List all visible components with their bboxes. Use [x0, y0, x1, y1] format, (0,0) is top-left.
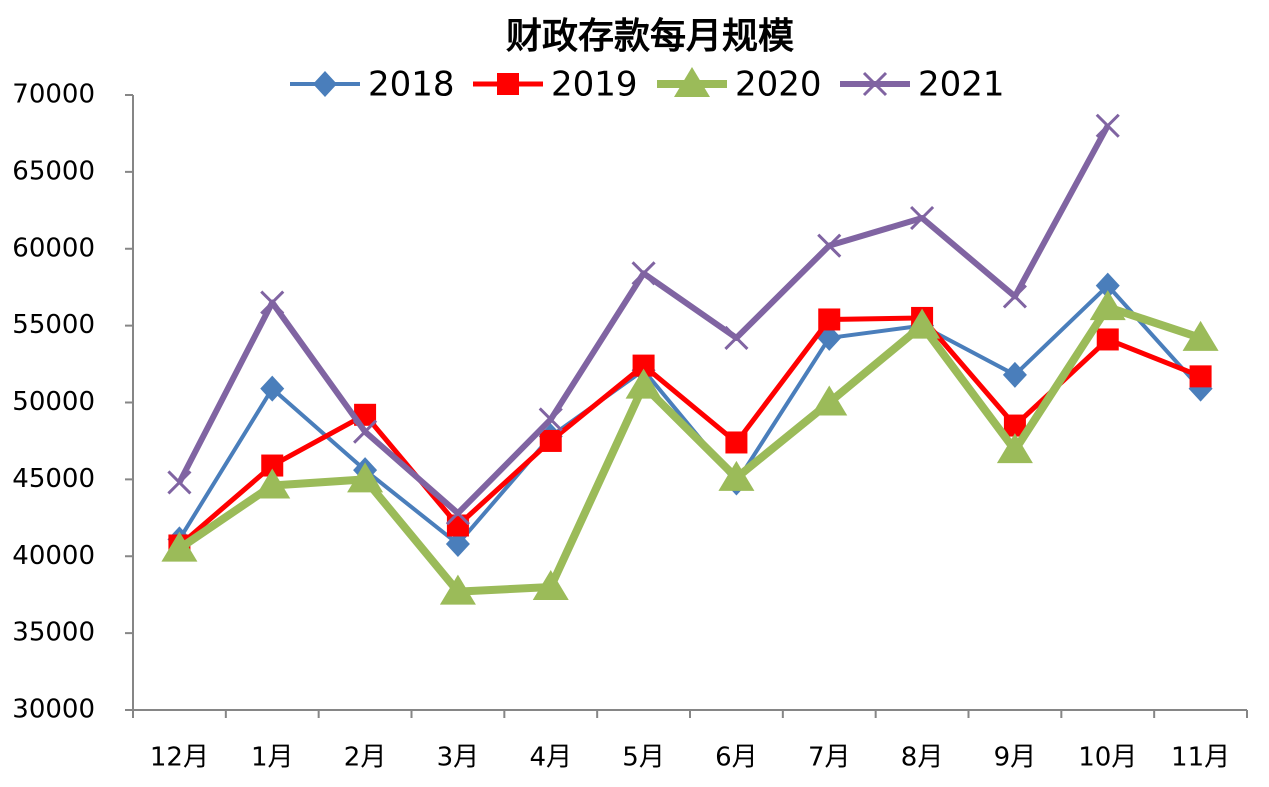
- x-tick-label: 10月: [1078, 743, 1137, 773]
- data-point: [1095, 272, 1120, 299]
- data-point: [347, 462, 384, 493]
- data-point: [910, 205, 935, 231]
- data-point: [1182, 320, 1219, 351]
- x-tick-label: 11月: [1171, 743, 1230, 773]
- data-point: [532, 570, 569, 600]
- data-point: [1096, 328, 1119, 351]
- legend-marker: [313, 71, 337, 97]
- x-tick-label: 6月: [715, 743, 758, 773]
- x-tick-label: 9月: [994, 743, 1037, 773]
- y-tick-label: 70000: [12, 80, 95, 110]
- series-line: [176, 124, 1111, 517]
- data-point: [261, 454, 284, 477]
- data-point: [725, 431, 748, 454]
- data-point: [1095, 113, 1120, 138]
- x-tick-label: 8月: [901, 743, 944, 773]
- x-tick-label: 5月: [622, 743, 665, 773]
- x-tick-label: 4月: [529, 743, 572, 773]
- data-point: [1189, 365, 1212, 388]
- chart-title: 财政存款每月规模: [506, 16, 794, 57]
- x-tick-label: 1月: [251, 743, 294, 773]
- data-point: [439, 574, 476, 605]
- data-point: [625, 368, 662, 399]
- data-point: [632, 354, 655, 377]
- legend-label: 2019: [551, 65, 638, 105]
- data-point: [1002, 361, 1027, 388]
- x-tick-label: 7月: [808, 743, 851, 773]
- x-tick-label: 3月: [437, 743, 480, 773]
- data-point: [254, 468, 291, 499]
- y-tick-label: 50000: [12, 387, 95, 417]
- data-point: [445, 530, 470, 557]
- data-point: [718, 460, 755, 491]
- legend-label: 2021: [918, 65, 1005, 105]
- data-point: [1003, 414, 1026, 437]
- x-tick-label: 2月: [344, 743, 387, 773]
- data-point: [260, 290, 285, 315]
- series-line: [177, 283, 1203, 546]
- data-point: [446, 514, 469, 537]
- data-point: [724, 325, 749, 350]
- y-tick-label: 55000: [12, 310, 95, 340]
- data-point: [811, 385, 848, 416]
- legend-marker: [497, 73, 519, 95]
- data-point: [539, 429, 562, 452]
- data-point: [631, 261, 656, 286]
- y-tick-label: 45000: [12, 464, 95, 494]
- y-tick-label: 30000: [12, 695, 95, 725]
- legend-label: 2020: [735, 65, 822, 105]
- y-tick-label: 60000: [12, 233, 95, 263]
- data-point: [1089, 290, 1126, 321]
- legend-marker: [862, 71, 888, 97]
- data-point: [353, 419, 378, 444]
- y-tick-label: 40000: [12, 541, 95, 571]
- data-point: [817, 233, 842, 258]
- data-point: [818, 308, 841, 331]
- data-point: [167, 470, 192, 495]
- data-point: [445, 501, 470, 526]
- data-point: [1002, 284, 1027, 309]
- data-point: [260, 375, 285, 402]
- legend-label: 2018: [368, 65, 455, 105]
- y-tick-label: 65000: [12, 156, 95, 186]
- legend-marker: [674, 67, 710, 97]
- data-point: [538, 407, 563, 432]
- x-tick-label: 12月: [150, 743, 209, 773]
- y-tick-label: 35000: [12, 618, 95, 648]
- data-point: [161, 531, 198, 562]
- data-point: [996, 433, 1033, 464]
- data-point: [904, 308, 941, 339]
- series-line: [177, 303, 1202, 596]
- series-line: [177, 315, 1202, 548]
